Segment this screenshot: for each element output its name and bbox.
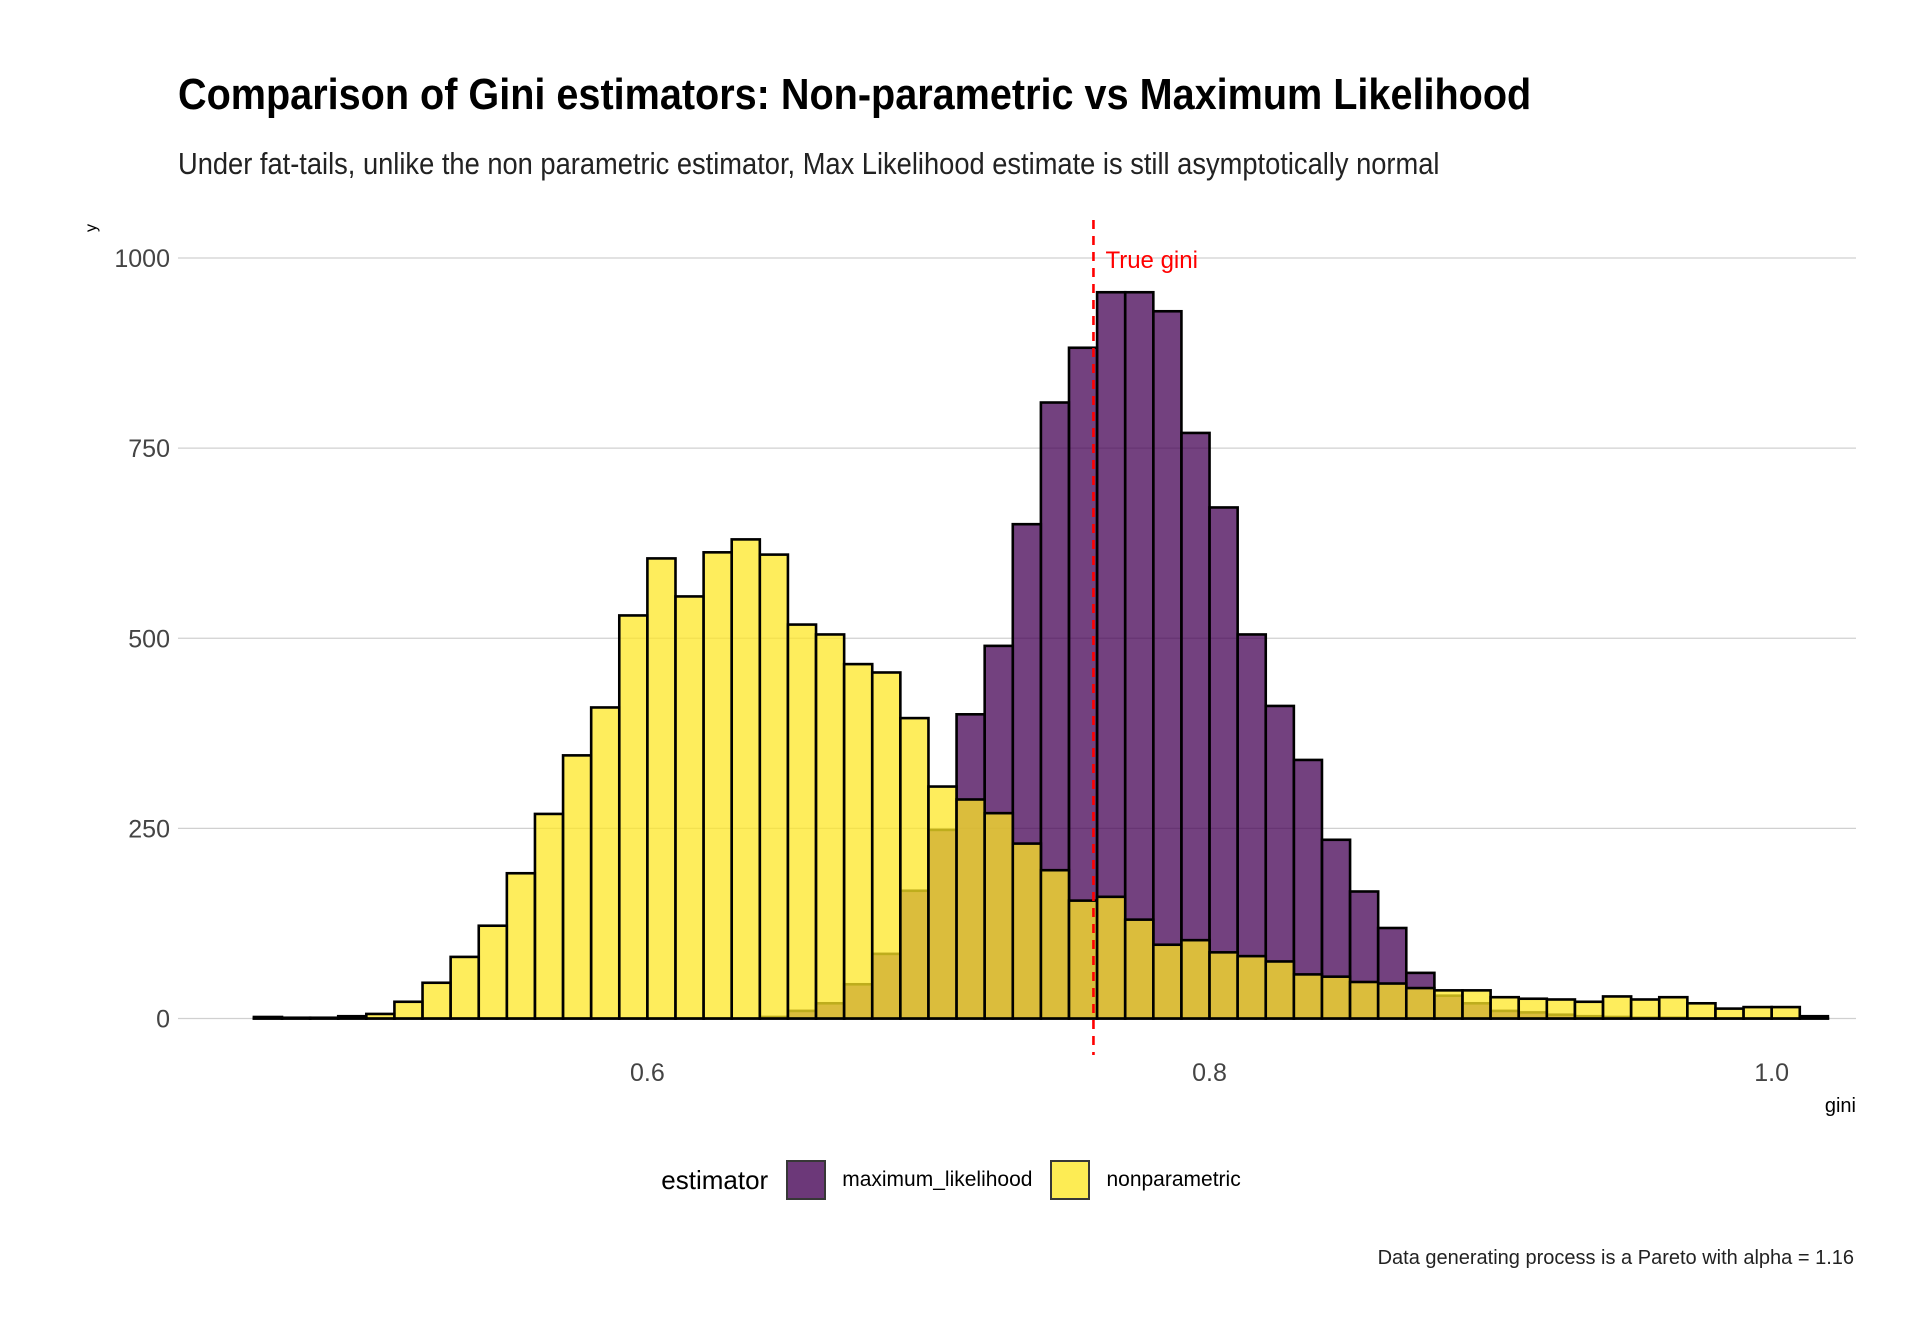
y-tick-label: 0 — [156, 1005, 170, 1033]
histogram-bar-nonparametric — [1123, 918, 1155, 1020]
histogram-bar-nonparametric — [1545, 998, 1577, 1020]
histogram-bar-nonparametric — [280, 1016, 312, 1020]
legend-item-nonparametric: nonparametric — [1050, 1160, 1241, 1200]
x-axis-title: gini — [1825, 1095, 1856, 1117]
histogram-bar-nonparametric — [1039, 868, 1071, 1020]
histogram-bar-nonparametric — [899, 716, 930, 1020]
histogram-bar-nonparametric — [1629, 998, 1661, 1020]
y-tick-label: 250 — [128, 815, 170, 843]
histogram-bar-nonparametric — [477, 924, 509, 1020]
histogram-bar-nonparametric — [1208, 951, 1239, 1020]
x-tick-label: 0.6 — [630, 1059, 665, 1087]
histogram-bar-nonparametric — [1236, 954, 1268, 1020]
bars-layer — [252, 290, 1830, 1020]
histogram-bar-nonparametric — [1292, 973, 1324, 1020]
histogram-bar-nonparametric — [1433, 989, 1464, 1020]
histogram-bar-nonparametric — [252, 1015, 284, 1020]
histogram-bar-nonparametric — [308, 1016, 340, 1020]
histogram-bar-nonparametric — [1264, 960, 1296, 1020]
histogram-bar-nonparametric — [1686, 1001, 1717, 1020]
histogram-bar-nonparametric — [1404, 986, 1436, 1020]
legend-swatch-nonparametric — [1050, 1160, 1091, 1200]
histogram-bar-maximum-likelihood — [1152, 309, 1183, 1020]
histogram-bar-nonparametric — [533, 812, 565, 1020]
histogram-bar-maximum-likelihood — [1180, 431, 1211, 1020]
y-tick-label: 1000 — [114, 245, 170, 273]
histogram-bar-nonparametric — [702, 551, 734, 1020]
histogram-bar-nonparametric — [870, 671, 902, 1020]
histogram-bar-nonparametric — [983, 811, 1015, 1020]
histogram-bar-nonparametric — [1601, 995, 1633, 1020]
histogram-bar-nonparametric — [1714, 1007, 1745, 1020]
histogram-bar-nonparametric — [1180, 938, 1211, 1020]
histogram-bar-nonparametric — [1348, 980, 1380, 1020]
axis-layer: 0 250 500 750 1000 0.6 0.8 1.0 gini y — [83, 224, 1856, 1117]
histogram-bar-nonparametric — [786, 623, 818, 1020]
chart-caption: Data generating process is a Pareto with… — [1377, 1247, 1854, 1269]
x-tick-label: 0.8 — [1192, 1059, 1227, 1087]
histogram-bar-nonparametric — [955, 798, 986, 1020]
histogram-bar-nonparametric — [1320, 975, 1352, 1020]
histogram-bar-nonparametric — [393, 1000, 424, 1020]
histogram-bar-nonparametric — [336, 1014, 368, 1020]
y-axis-title: y — [83, 224, 100, 232]
histogram-bar-nonparametric — [730, 538, 762, 1020]
histogram-bar-nonparametric — [646, 557, 677, 1020]
histogram-bar-maximum-likelihood — [1123, 290, 1155, 1020]
histogram-bar-nonparametric — [814, 633, 846, 1020]
histogram-bar-maximum-likelihood — [1208, 506, 1239, 1020]
y-tick-label: 500 — [128, 625, 170, 653]
histogram-bar-nonparametric — [1152, 943, 1183, 1020]
legend-item-maximum-likelihood: maximum_likelihood — [786, 1160, 1032, 1200]
y-tick-label: 750 — [128, 435, 170, 463]
histogram-bar-nonparametric — [1517, 997, 1549, 1020]
histogram-bar-nonparametric — [1376, 982, 1408, 1020]
histogram-bar-nonparametric — [927, 785, 958, 1020]
histogram-bar-nonparametric — [1011, 842, 1043, 1020]
x-tick-label: 1.0 — [1754, 1059, 1789, 1087]
histogram-bar-nonparametric — [421, 981, 452, 1020]
histogram-bar-nonparametric — [505, 871, 537, 1020]
histogram-bar-nonparametric — [1657, 995, 1689, 1020]
reference-line-layer: True gini — [1092, 220, 1198, 1055]
legend-swatch-maximum-likelihood — [786, 1160, 827, 1200]
chart-title: Comparison of Gini estimators: Non-param… — [178, 70, 1532, 119]
histogram-bar-nonparametric — [1095, 895, 1127, 1020]
histogram-bar-nonparametric — [1461, 989, 1492, 1020]
histogram-bar-nonparametric — [449, 955, 481, 1020]
histogram-bar-nonparametric — [1798, 1014, 1830, 1020]
histogram-bar-nonparametric — [1489, 995, 1521, 1020]
histogram-bar-nonparametric — [842, 662, 874, 1020]
chart-subtitle: Under fat-tails, unlike the non parametr… — [178, 146, 1440, 181]
legend-label-maximum-likelihood: maximum_likelihood — [842, 1168, 1033, 1191]
histogram-bar-nonparametric — [617, 614, 649, 1020]
histogram-bar-nonparametric — [561, 754, 593, 1020]
true-gini-label: True gini — [1105, 247, 1197, 274]
legend: estimator maximum_likelihood nonparametr… — [0, 1160, 1920, 1200]
histogram-bar-nonparametric — [589, 706, 621, 1020]
histogram-bar-nonparametric — [1742, 1005, 1773, 1020]
histogram-bar-nonparametric — [1573, 1000, 1605, 1020]
legend-title: estimator — [661, 1164, 769, 1195]
histogram-bar-nonparametric — [674, 595, 705, 1020]
histogram-bar-nonparametric — [1770, 1005, 1802, 1020]
legend-label-nonparametric: nonparametric — [1106, 1168, 1241, 1191]
histogram-bar-nonparametric — [758, 553, 790, 1020]
histogram-bar-nonparametric — [365, 1012, 396, 1020]
